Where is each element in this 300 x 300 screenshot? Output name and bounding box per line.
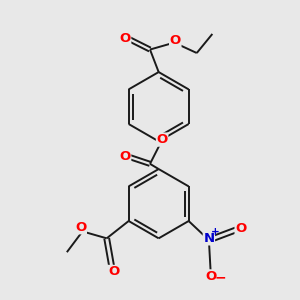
Text: O: O [119, 150, 131, 163]
Text: +: + [211, 227, 220, 237]
Text: O: O [235, 223, 246, 236]
Text: −: − [214, 271, 226, 284]
Text: N: N [203, 232, 214, 245]
Text: O: O [119, 32, 131, 45]
Text: O: O [206, 270, 217, 283]
Text: O: O [75, 221, 86, 234]
Text: O: O [157, 133, 168, 146]
Text: O: O [170, 34, 181, 47]
Text: O: O [108, 266, 119, 278]
